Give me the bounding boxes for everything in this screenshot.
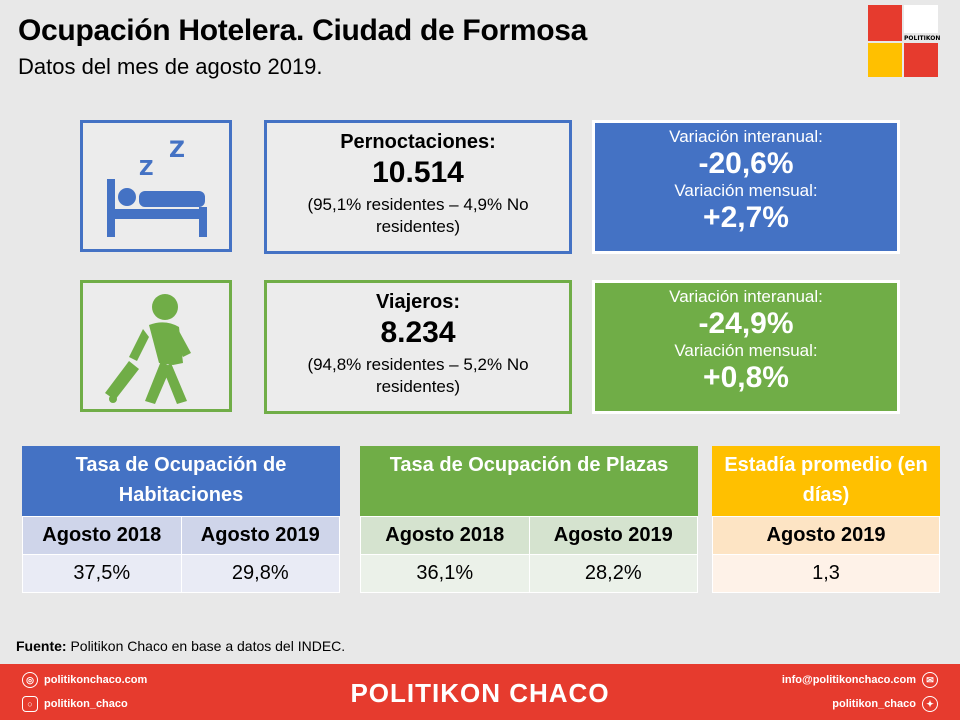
- room-val-2019: 29,8%: [180, 554, 340, 593]
- stay-val-2019: 1,3: [712, 554, 940, 593]
- average-stay-title: Estadía promedio (en días): [712, 446, 940, 516]
- footer-twitter[interactable]: politikon_chaco ✦: [832, 696, 938, 712]
- twitter-icon: ✦: [922, 696, 938, 712]
- mail-icon: ✉: [922, 672, 938, 688]
- place-val-2019: 28,2%: [528, 554, 698, 593]
- room-val-2018: 37,5%: [22, 554, 182, 593]
- average-stay-table: Estadía promedio (en días) Agosto 2019 1…: [712, 446, 940, 593]
- travelers-variation-card: Variación interanual: -24,9% Variación m…: [592, 280, 900, 414]
- politikon-logo: POLITIKON: [868, 5, 941, 77]
- footer-bar: ◎ politikonchaco.com ○ politikon_chaco P…: [0, 664, 960, 720]
- footer-email[interactable]: info@politikonchaco.com ✉: [782, 672, 938, 688]
- page-subtitle: Datos del mes de agosto 2019.: [18, 54, 323, 79]
- source-label: Fuente:: [16, 638, 67, 654]
- overnight-interannual-value: -20,6%: [698, 147, 794, 180]
- place-col-2018: Agosto 2018: [360, 516, 530, 555]
- page-title: Ocupación Hotelera. Ciudad de Formosa: [18, 14, 588, 47]
- svg-text:Z: Z: [169, 138, 185, 163]
- overnight-stays-card: Pernoctaciones: 10.514 (95,1% residentes…: [264, 120, 572, 254]
- room-col-2018: Agosto 2018: [22, 516, 182, 555]
- overnight-label: Pernoctaciones:: [340, 131, 496, 153]
- footer-website[interactable]: ◎ politikonchaco.com: [22, 672, 147, 688]
- stay-col-2019: Agosto 2019: [712, 516, 940, 555]
- overnight-note: (95,1% residentes – 4,9% No residentes): [307, 195, 529, 236]
- traveler-with-suitcase-icon: [80, 280, 232, 412]
- travelers-label: Viajeros:: [375, 291, 461, 313]
- footer-website-text: politikonchaco.com: [44, 674, 148, 686]
- place-occupancy-table: Tasa de Ocupación de Plazas Agosto 2018 …: [360, 446, 698, 593]
- logo-text: POLITIKON: [904, 35, 941, 42]
- travelers-note: (94,8% residentes – 5,2% No residentes): [307, 355, 529, 396]
- place-occupancy-title: Tasa de Ocupación de Plazas: [360, 446, 698, 516]
- footer-email-text: info@politikonchaco.com: [781, 674, 916, 686]
- instagram-icon: ○: [22, 696, 38, 712]
- travelers-interannual-value: -24,9%: [698, 307, 794, 340]
- travelers-monthly-label: Variación mensual:: [674, 341, 818, 360]
- footer-brand: POLITIKON CHACO: [350, 678, 610, 708]
- overnight-value: 10.514: [372, 156, 464, 189]
- room-occupancy-table: Tasa de Ocupación de Habitaciones Agosto…: [22, 446, 340, 593]
- footer-instagram[interactable]: ○ politikon_chaco: [22, 696, 128, 712]
- overnight-interannual-label: Variación interanual:: [669, 127, 823, 146]
- room-col-2019: Agosto 2019: [180, 516, 340, 555]
- sleeping-bed-icon: Z Z: [80, 120, 232, 252]
- travelers-value: 8.234: [380, 316, 456, 349]
- source-text: Politikon Chaco en base a datos del INDE…: [66, 638, 346, 654]
- room-occupancy-title: Tasa de Ocupación de Habitaciones: [22, 446, 340, 516]
- svg-text:Z: Z: [139, 156, 154, 180]
- place-col-2019: Agosto 2019: [528, 516, 698, 555]
- overnight-variation-card: Variación interanual: -20,6% Variación m…: [592, 120, 900, 254]
- footer-twitter-text: politikon_chaco: [832, 698, 916, 710]
- footer-instagram-text: politikon_chaco: [44, 698, 128, 710]
- travelers-interannual-label: Variación interanual:: [669, 287, 823, 306]
- overnight-monthly-label: Variación mensual:: [674, 181, 818, 200]
- place-val-2018: 36,1%: [360, 554, 530, 593]
- source-note: Fuente: Politikon Chaco en base a datos …: [16, 638, 345, 654]
- travelers-card: Viajeros: 8.234 (94,8% residentes – 5,2%…: [264, 280, 572, 414]
- web-icon: ◎: [22, 672, 38, 688]
- travelers-monthly-value: +0,8%: [703, 361, 789, 394]
- overnight-monthly-value: +2,7%: [703, 201, 789, 234]
